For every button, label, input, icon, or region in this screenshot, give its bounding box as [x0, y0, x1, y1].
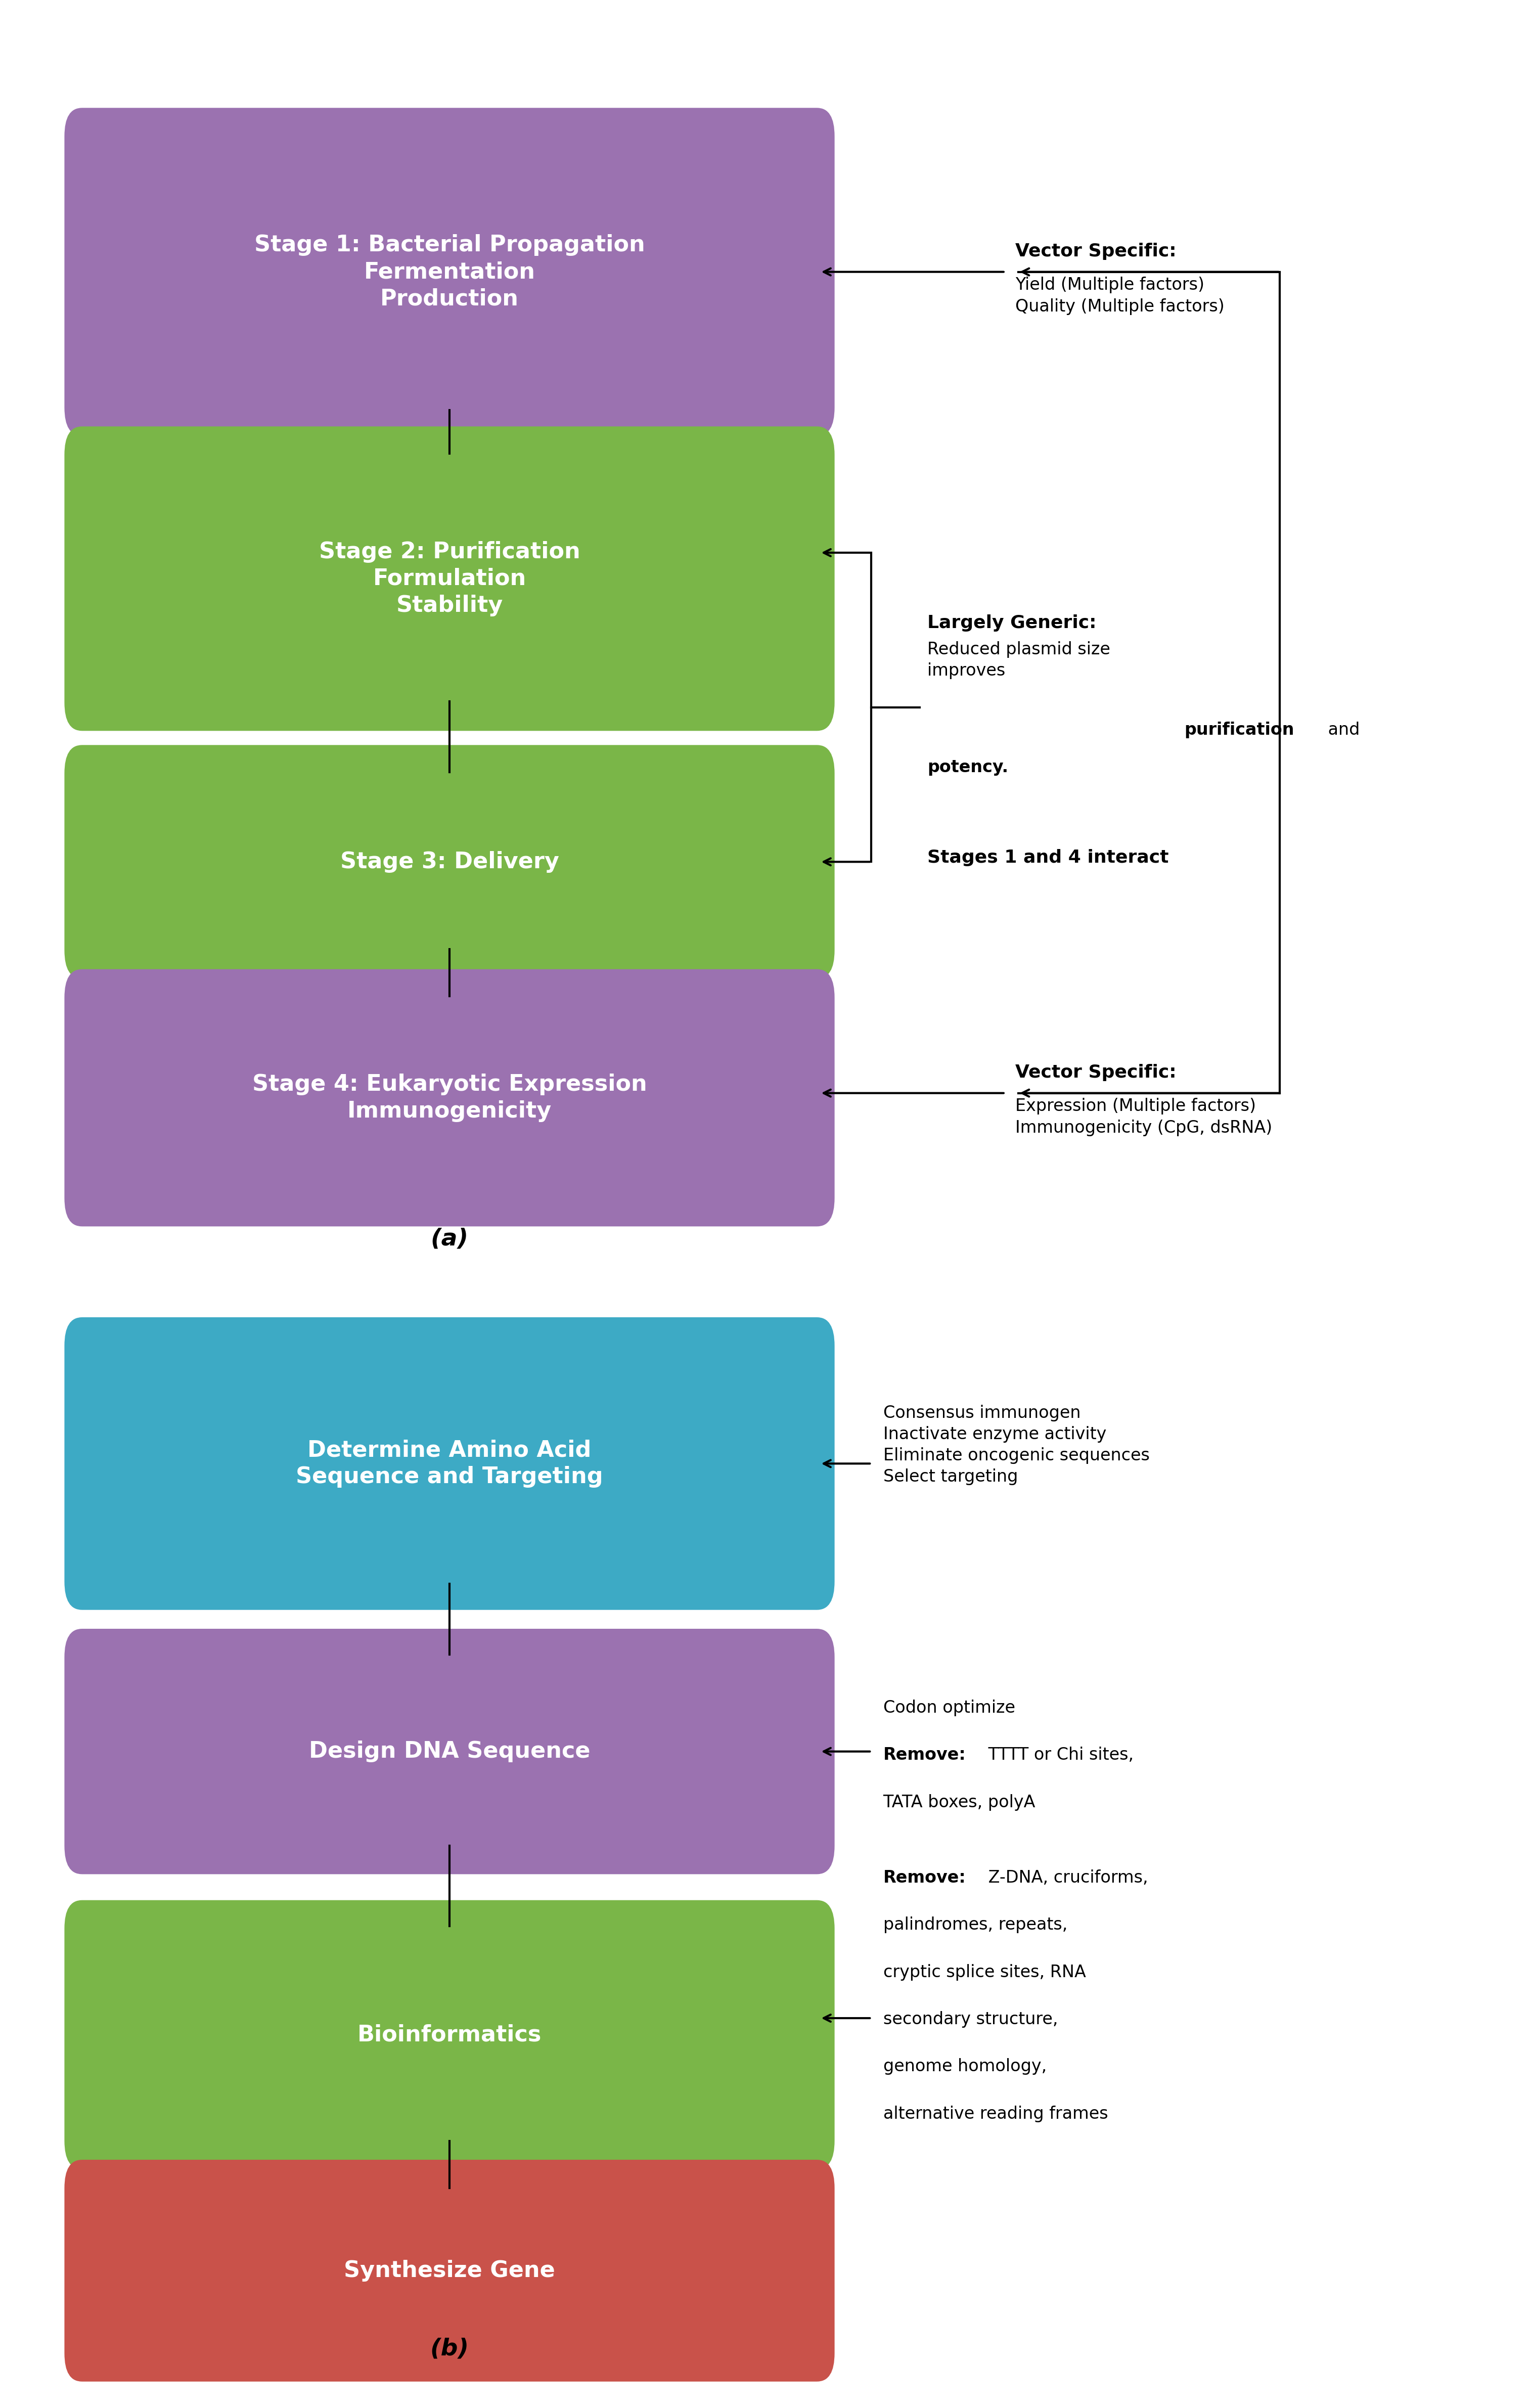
Text: Design DNA Sequence: Design DNA Sequence [309, 1741, 589, 1763]
Text: secondary structure,: secondary structure, [883, 2011, 1058, 2028]
FancyBboxPatch shape [64, 1628, 834, 1873]
Text: Stage 1: Bacterial Propagation
Fermentation
Production: Stage 1: Bacterial Propagation Fermentat… [254, 234, 645, 311]
Text: Vector Specific:: Vector Specific: [1015, 1064, 1176, 1081]
Text: Consensus immunogen
Inactivate enzyme activity
Eliminate oncogenic sequences
Sel: Consensus immunogen Inactivate enzyme ac… [883, 1404, 1150, 1486]
Text: Synthesize Gene: Synthesize Gene [344, 2259, 556, 2280]
Text: Stages 1 and 4 interact: Stages 1 and 4 interact [928, 850, 1168, 867]
Text: Determine Amino Acid
Sequence and Targeting: Determine Amino Acid Sequence and Target… [295, 1440, 603, 1488]
Text: potency.: potency. [928, 759, 1007, 775]
Text: Stage 3: Delivery: Stage 3: Delivery [340, 850, 559, 872]
Text: (b): (b) [430, 2338, 468, 2360]
Text: alternative reading frames: alternative reading frames [883, 2105, 1108, 2121]
Text: Vector Specific:: Vector Specific: [1015, 243, 1176, 260]
FancyBboxPatch shape [64, 426, 834, 732]
Text: Bioinformatics: Bioinformatics [357, 2023, 542, 2044]
FancyBboxPatch shape [64, 2160, 834, 2382]
FancyBboxPatch shape [64, 744, 834, 978]
FancyBboxPatch shape [64, 968, 834, 1226]
Text: palindromes, repeats,: palindromes, repeats, [883, 1917, 1067, 1934]
Text: Expression (Multiple factors)
Immunogenicity (CpG, dsRNA): Expression (Multiple factors) Immunogeni… [1015, 1098, 1272, 1137]
Text: Stage 2: Purification
Formulation
Stability: Stage 2: Purification Formulation Stabil… [318, 542, 580, 616]
FancyBboxPatch shape [64, 1900, 834, 2170]
FancyBboxPatch shape [64, 108, 834, 436]
Text: Codon optimize: Codon optimize [883, 1700, 1015, 1717]
Text: Stage 4: Eukaryotic Expression
Immunogenicity: Stage 4: Eukaryotic Expression Immunogen… [253, 1074, 648, 1122]
Text: Yield (Multiple factors)
Quality (Multiple factors): Yield (Multiple factors) Quality (Multip… [1015, 277, 1225, 315]
Text: purification: purification [1185, 722, 1294, 739]
Text: Z-DNA, cruciforms,: Z-DNA, cruciforms, [983, 1869, 1148, 1885]
Text: genome homology,: genome homology, [883, 2059, 1047, 2076]
FancyBboxPatch shape [64, 1317, 834, 1611]
Text: Remove:: Remove: [883, 1869, 966, 1885]
Text: cryptic splice sites, RNA: cryptic splice sites, RNA [883, 1965, 1085, 1979]
Text: Reduced plasmid size
improves: Reduced plasmid size improves [928, 641, 1110, 679]
Text: TTTT or Chi sites,: TTTT or Chi sites, [983, 1746, 1134, 1763]
Text: Largely Generic:: Largely Generic: [928, 614, 1096, 631]
Text: (a): (a) [430, 1228, 468, 1250]
Text: and: and [1323, 722, 1360, 739]
Text: Remove:: Remove: [883, 1746, 966, 1763]
Text: TATA boxes, polyA: TATA boxes, polyA [883, 1794, 1035, 1811]
